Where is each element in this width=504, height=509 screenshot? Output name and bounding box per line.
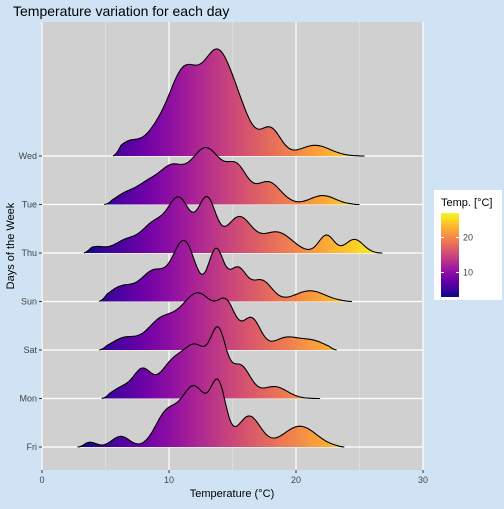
y-tick-label: Sun — [21, 297, 37, 307]
legend-tick-label: 10 — [463, 268, 473, 278]
ridge-fill-mon — [101, 326, 321, 399]
ridge-fill-wed — [113, 48, 365, 156]
ridge-sat — [99, 292, 337, 351]
ridge-fill-sun — [99, 240, 352, 302]
ridge-outline-fri — [77, 378, 345, 448]
ridge-wed — [112, 48, 365, 157]
legend-colorbar — [441, 213, 459, 297]
ridge-outline-sun — [98, 239, 352, 303]
ridge-fill-thu — [83, 196, 383, 253]
y-axis: Fri Mon Sat Sun Thu Tue Wed — [19, 151, 42, 452]
ridge-outline-wed — [112, 48, 365, 157]
y-tick-label: Tue — [22, 200, 37, 210]
x-axis-label: Temperature (°C) — [190, 488, 274, 500]
ridge-fill-tue — [104, 147, 360, 205]
ridge-outline-mon — [101, 326, 321, 400]
legend-title: Temp. [°C] — [441, 197, 492, 209]
ridge-fill-sat — [99, 292, 337, 350]
legend-gradient — [441, 213, 459, 297]
y-tick-label: Mon — [19, 394, 37, 404]
ridge-fri — [77, 378, 345, 448]
x-tick-label: 30 — [418, 475, 428, 485]
ridge-mon — [101, 326, 321, 400]
ridge-thu — [83, 195, 383, 254]
ridges — [77, 48, 383, 448]
y-tick-label: Fri — [27, 442, 38, 452]
y-axis-label: Days of the Week — [5, 202, 17, 289]
x-axis: 0 10 20 30 — [39, 470, 428, 485]
ridge-sun — [98, 239, 352, 303]
ridge-tue — [104, 147, 360, 206]
ridge-outline-sat — [99, 292, 337, 351]
x-tick-label: 20 — [291, 475, 301, 485]
ridge-outline-tue — [104, 147, 360, 206]
x-tick-label: 10 — [164, 475, 174, 485]
y-tick-label: Thu — [21, 248, 37, 258]
color-legend: Temp. [°C] 10 20 — [434, 190, 502, 300]
y-tick-label: Wed — [19, 151, 37, 161]
legend-tick-label: 20 — [463, 233, 473, 243]
legend-ticks: 10 20 — [441, 233, 473, 278]
ridge-fill-fri — [77, 379, 345, 447]
y-tick-label: Sat — [23, 345, 37, 355]
ridge-outline-thu — [83, 195, 383, 254]
chart-title: Temperature variation for each day — [13, 3, 229, 19]
x-tick-label: 0 — [39, 475, 44, 485]
